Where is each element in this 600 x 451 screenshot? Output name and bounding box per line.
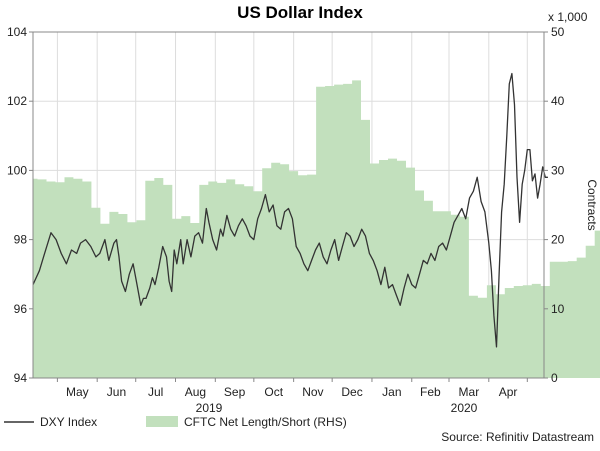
year-label-2020: 2020 xyxy=(451,401,478,415)
x-tick-label: May xyxy=(66,385,89,399)
right-tick-label: 10 xyxy=(551,302,565,316)
right-tick-label: 0 xyxy=(551,371,558,385)
right-axis-title: Contracts xyxy=(585,179,599,230)
legend-cftc-label: CFTC Net Length/Short (RHS) xyxy=(184,415,347,429)
plot-border xyxy=(32,31,545,379)
dxy-line xyxy=(32,72,548,348)
left-tick-label: 98 xyxy=(14,233,28,247)
x-tick-label: Nov xyxy=(302,385,323,399)
right-tick-label: 20 xyxy=(551,233,565,247)
x-tick-label: Jun xyxy=(107,385,126,399)
right-tick-label: 50 xyxy=(551,25,565,39)
right-tick-label: 40 xyxy=(551,94,565,108)
x-tick-label: Feb xyxy=(420,385,441,399)
right-axis-multiplier: x 1,000 xyxy=(548,10,588,24)
dxy-line-layer xyxy=(32,72,548,348)
x-tick-label: Sep xyxy=(224,385,246,399)
x-tick-label: Jul xyxy=(148,385,163,399)
left-tick-label: 96 xyxy=(14,302,28,316)
left-tick-label: 100 xyxy=(7,163,27,177)
x-tick-label: Mar xyxy=(459,385,480,399)
legend-dxy-label: DXY Index xyxy=(40,415,97,429)
chart-title: US Dollar Index xyxy=(237,3,363,22)
right-tick-label: 30 xyxy=(551,163,565,177)
source-note: Source: Refinitiv Datastream xyxy=(441,430,594,444)
cftc-area xyxy=(33,80,600,378)
right-axis: 0 10 20 30 40 50 xyxy=(544,25,565,385)
left-tick-label: 102 xyxy=(7,94,27,108)
x-tick-label: Oct xyxy=(264,385,283,399)
x-tick-label: Aug xyxy=(185,385,206,399)
left-tick-label: 94 xyxy=(14,371,28,385)
legend: DXY Index CFTC Net Length/Short (RHS) xyxy=(4,415,347,429)
cftc-area-layer xyxy=(33,80,600,378)
x-axis: May Jun Jul Aug Sep Oct Nov Dec Jan Feb Mar Apr xyxy=(56,378,528,399)
left-tick-label: 104 xyxy=(7,25,27,39)
year-label-2019: 2019 xyxy=(196,401,223,415)
left-axis: 94 96 98 100 102 104 xyxy=(7,25,33,385)
x-tick-label: Apr xyxy=(499,385,518,399)
legend-cftc-swatch xyxy=(146,416,178,427)
x-tick-label: Jan xyxy=(382,385,401,399)
x-tick-label: Dec xyxy=(341,385,362,399)
